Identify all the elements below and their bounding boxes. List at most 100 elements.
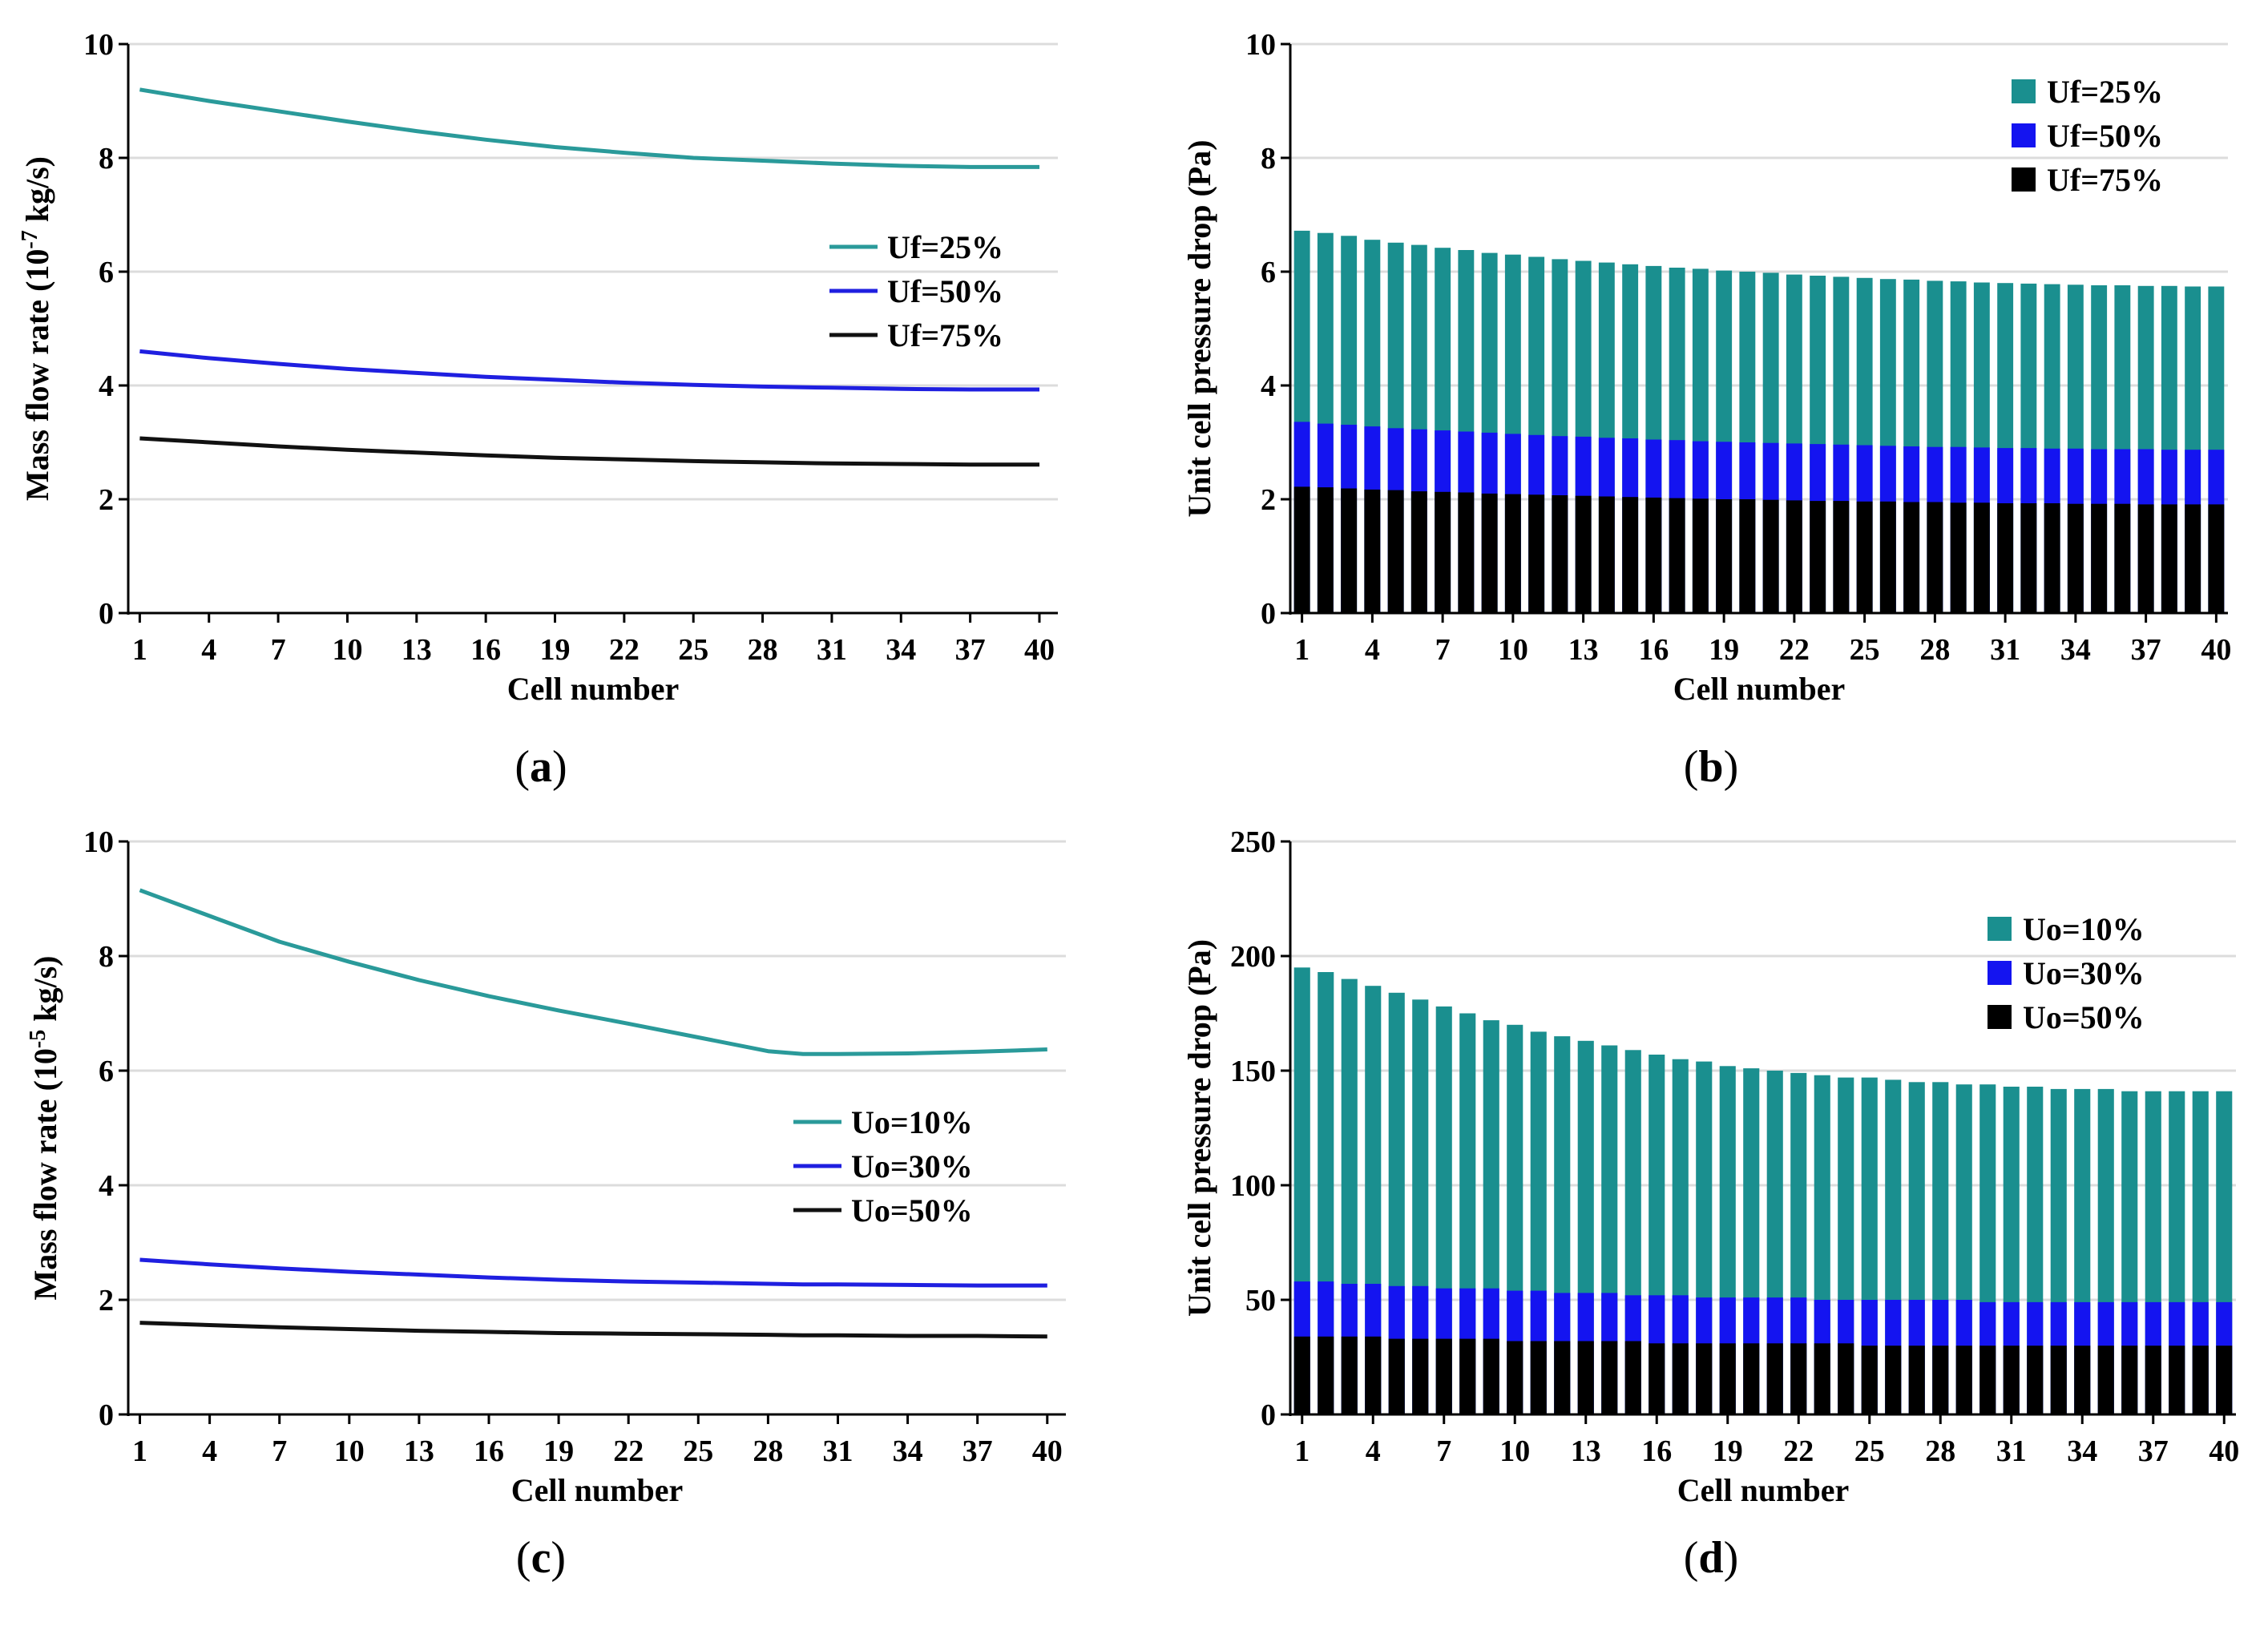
y-tick-label: 200 bbox=[1230, 940, 1276, 974]
x-tick-label: 19 bbox=[543, 1434, 574, 1468]
x-tick-label: 16 bbox=[1638, 633, 1669, 667]
caption-paren-open: ( bbox=[516, 1533, 531, 1583]
x-tick-label: 25 bbox=[683, 1434, 713, 1468]
legend-swatch bbox=[1988, 1005, 2012, 1029]
x-tick-label: 31 bbox=[1990, 633, 2020, 667]
x-tick-label: 1 bbox=[132, 1434, 147, 1468]
x-tick-label: 28 bbox=[1925, 1434, 1955, 1468]
caption-paren-close: ) bbox=[1724, 742, 1739, 792]
y-axis-title: Unit cell pressure drop (Pa) bbox=[1181, 939, 1217, 1317]
y-tick-label: 2 bbox=[1261, 483, 1276, 517]
y-tick-label: 250 bbox=[1230, 825, 1276, 859]
legend-label: Uo=50% bbox=[851, 1192, 973, 1229]
legend-label: Uo=10% bbox=[2023, 911, 2145, 947]
bar-3-cell-29 bbox=[1955, 1346, 1972, 1414]
y-axis-title-part: Mass flow rate (10 bbox=[19, 249, 55, 501]
bar-3-cell-18 bbox=[1696, 1343, 1713, 1414]
x-tick-label: 4 bbox=[201, 633, 216, 667]
x-tick-label: 13 bbox=[1571, 1434, 1601, 1468]
x-tick-label: 34 bbox=[2060, 633, 2091, 667]
x-tick-label: 1 bbox=[132, 633, 147, 667]
bar-3-cell-27 bbox=[1908, 1346, 1925, 1414]
y-axis-title-exponent: -5 bbox=[26, 1030, 50, 1048]
bar-3-cell-26 bbox=[1885, 1346, 1902, 1414]
x-tick-label: 16 bbox=[470, 633, 501, 667]
bar-3-cell-18 bbox=[1692, 498, 1709, 613]
y-tick-label: 10 bbox=[83, 28, 114, 62]
x-tick-label: 4 bbox=[1365, 633, 1380, 667]
legend-swatch bbox=[2012, 167, 2036, 192]
panel-caption: (b) bbox=[1684, 742, 1738, 792]
chart-panel-c: 0 2 4 6 8 10 1 4 7 10 13 16 19 22 25 28 31 34 37 40 Cell num… bbox=[26, 825, 1066, 1583]
bar-3-cell-28 bbox=[1927, 502, 1943, 613]
series-line-1 bbox=[139, 87, 1039, 169]
y-axis-title: Mass flow rate (10-5 kg/s) bbox=[26, 956, 63, 1301]
x-tick-label: 34 bbox=[886, 633, 916, 667]
bar-3-cell-3 bbox=[1341, 488, 1358, 613]
bar-3-cell-4 bbox=[1365, 1336, 1382, 1414]
bar-3-cell-28 bbox=[1932, 1346, 1949, 1414]
y-tick-label: 2 bbox=[99, 1284, 114, 1317]
x-tick-label: 31 bbox=[1996, 1434, 2027, 1468]
y-tick-label: 150 bbox=[1230, 1055, 1276, 1088]
legend-label: Uf=25% bbox=[2047, 74, 2163, 110]
y-axis-title-part: kg/s) bbox=[19, 156, 55, 230]
x-axis-title: Cell number bbox=[1673, 671, 1845, 707]
x-tick-label: 28 bbox=[748, 633, 778, 667]
bar-3-cell-5 bbox=[1388, 1338, 1405, 1414]
bar-3-cell-12 bbox=[1554, 1341, 1571, 1414]
y-tick-label: 10 bbox=[1245, 28, 1276, 62]
bar-3-cell-11 bbox=[1530, 1341, 1547, 1414]
x-tick-label: 7 bbox=[272, 1434, 287, 1468]
legend-swatch bbox=[2012, 79, 2036, 103]
x-tick-label: 16 bbox=[474, 1434, 504, 1468]
x-tick-label: 22 bbox=[613, 1434, 644, 1468]
panel-caption: (c) bbox=[516, 1533, 566, 1583]
chart-panel-d: 0 50 100 150 200 250 1 4 7 10 13 16 19 22 25 28 31 34 37 40… bbox=[1181, 825, 2239, 1583]
legend-label: Uo=30% bbox=[2023, 955, 2145, 991]
bar-3-cell-14 bbox=[1601, 1341, 1618, 1414]
y-tick-label: 6 bbox=[99, 1055, 114, 1088]
legend-label: Uf=25% bbox=[887, 229, 1003, 265]
y-tick-label: 10 bbox=[83, 825, 114, 859]
x-tick-label: 28 bbox=[753, 1434, 783, 1468]
y-tick-label: 8 bbox=[1261, 142, 1276, 176]
caption-paren-open: ( bbox=[515, 742, 530, 792]
chart-panel-a: 0 2 4 6 8 10 1 4 7 10 13 16 19 22 25 28 31 34 37 40 Cell num… bbox=[18, 28, 1058, 792]
bar-3-cell-40 bbox=[2216, 1346, 2233, 1414]
bar-3-cell-38 bbox=[2169, 1346, 2185, 1414]
y-tick-label: 4 bbox=[99, 369, 114, 403]
bar-3-cell-37 bbox=[2145, 1346, 2161, 1414]
y-axis-title-exponent: -7 bbox=[18, 230, 42, 248]
legend-label: Uo=50% bbox=[2023, 999, 2145, 1035]
legend-label: Uf=75% bbox=[2047, 162, 2163, 198]
bar-3-cell-17 bbox=[1672, 1343, 1689, 1414]
panel-caption: (a) bbox=[515, 742, 567, 792]
caption-letter: d bbox=[1698, 1533, 1723, 1583]
caption-letter: c bbox=[531, 1533, 551, 1583]
legend-swatch bbox=[2012, 123, 2036, 147]
y-tick-label: 0 bbox=[1261, 1398, 1276, 1432]
bar-3-cell-11 bbox=[1528, 494, 1545, 613]
bar-3-cell-23 bbox=[1814, 1343, 1830, 1414]
bar-3-cell-2 bbox=[1318, 1336, 1334, 1414]
legend-label: Uf=75% bbox=[887, 317, 1003, 353]
legend-swatch bbox=[1988, 961, 2012, 985]
y-tick-label: 0 bbox=[99, 597, 114, 631]
y-tick-label: 4 bbox=[99, 1169, 114, 1203]
x-tick-label: 13 bbox=[404, 1434, 434, 1468]
x-tick-label: 40 bbox=[1024, 633, 1055, 667]
x-tick-label: 25 bbox=[1850, 633, 1880, 667]
x-tick-label: 7 bbox=[271, 633, 286, 667]
bar-3-cell-9 bbox=[1483, 1338, 1499, 1414]
bar-3-cell-20 bbox=[1739, 499, 1756, 613]
caption-paren-close: ) bbox=[551, 1533, 566, 1583]
bar-3-cell-29 bbox=[1950, 502, 1967, 613]
bar-3-cell-14 bbox=[1598, 496, 1615, 613]
bar-3-cell-10 bbox=[1507, 1341, 1523, 1414]
x-tick-label: 22 bbox=[1779, 633, 1810, 667]
y-axis-title: Unit cell pressure drop (Pa) bbox=[1181, 139, 1217, 517]
bar-3-cell-25 bbox=[1861, 1346, 1878, 1414]
x-tick-label: 25 bbox=[678, 633, 708, 667]
series-line-3 bbox=[139, 1321, 1047, 1339]
